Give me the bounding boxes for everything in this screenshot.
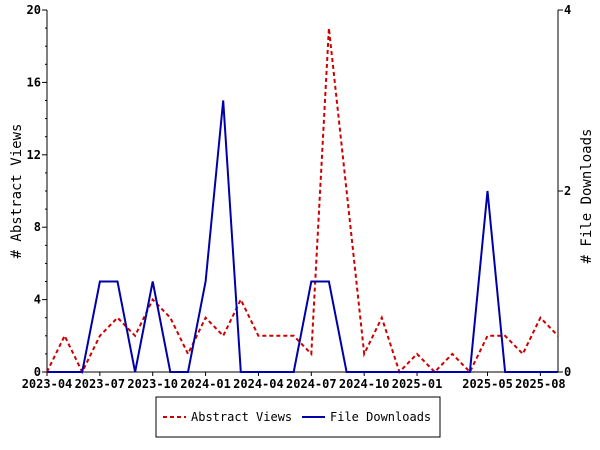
x-tick-label-2024-04: 2024-04 [233, 377, 284, 391]
legend-label-file-downloads: File Downloads [330, 410, 431, 424]
y-tick-label-12: 12 [27, 148, 41, 162]
x-tick-label-2025-08: 2025-08 [515, 377, 566, 391]
y2-tick-label-2: 2 [564, 184, 571, 198]
x-tick-label-2023-07: 2023-07 [75, 377, 126, 391]
series-line-abstract-views [46, 27, 559, 375]
x-tick-label-2023-04: 2023-04 [22, 377, 73, 391]
x-tick-label-2024-07: 2024-07 [286, 377, 337, 391]
x-tick-label-2025-01: 2025-01 [392, 377, 443, 391]
y2-tick-label-0: 0 [564, 365, 571, 379]
left-axis: 0 4 8 12 16 20 [27, 3, 47, 379]
x-axis: 2023-04 2023-07 2023-10 2024-01 2024-04 2024-… [22, 372, 566, 391]
legend: Abstract Views File Downloads [155, 396, 441, 438]
y-tick-label-4: 4 [34, 293, 41, 307]
y-tick-label-0: 0 [34, 365, 41, 379]
x-tick-label-2024-01: 2024-01 [180, 377, 231, 391]
y2-tick-label-4: 4 [564, 3, 571, 17]
right-axis: 0 2 4 [558, 3, 571, 379]
legend-box [155, 396, 441, 438]
y-tick-label-8: 8 [34, 220, 41, 234]
x-tick-label-2025-05: 2025-05 [462, 377, 513, 391]
legend-label-abstract-views: Abstract Views [191, 410, 292, 424]
y-axis-title: # Abstract Views [9, 124, 25, 259]
series-line-file-downloads [47, 100, 558, 373]
series-layer [46, 27, 559, 375]
y2-axis-title: # File Downloads [579, 129, 595, 264]
x-tick-label-2023-10: 2023-10 [127, 377, 178, 391]
y-tick-label-20: 20 [27, 3, 41, 17]
x-tick-label-2024-10: 2024-10 [339, 377, 390, 391]
y-tick-label-16: 16 [27, 75, 41, 89]
